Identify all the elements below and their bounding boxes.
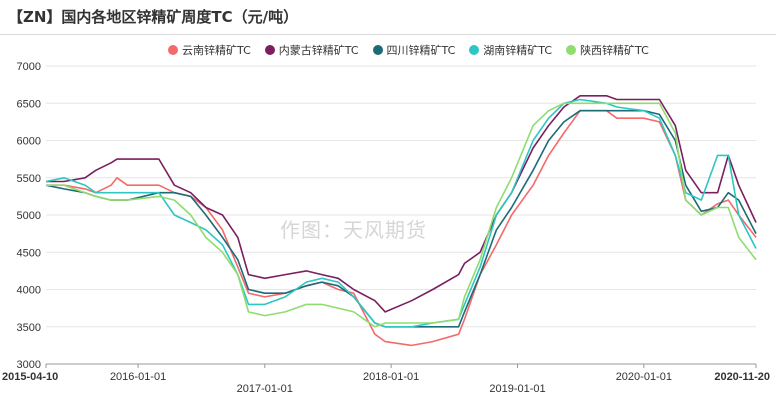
y-tick-label: 6500	[17, 98, 41, 110]
y-tick-label: 5500	[17, 173, 41, 185]
legend-item[interactable]: 内蒙古锌精矿TC	[264, 42, 359, 58]
legend-marker-icon	[372, 45, 383, 55]
x-tick-label: 2016-01-01	[110, 371, 166, 383]
chart-legend: 云南锌精矿TC 内蒙古锌精矿TC 四川锌精矿TC 湖南锌精矿TC 陕西锌精矿TC	[168, 42, 649, 58]
x-tick-label: 2015-04-10	[2, 371, 58, 383]
y-tick-label: 6000	[17, 136, 41, 148]
y-tick-label: 4000	[17, 285, 41, 297]
y-tick-label: 7000	[17, 61, 41, 73]
y-tick-label: 5000	[17, 210, 41, 222]
x-tick-label: 2020-01-01	[616, 371, 672, 383]
series-line	[46, 109, 757, 347]
legend-marker-icon	[566, 45, 577, 55]
y-tick-label: 4500	[17, 247, 41, 259]
legend-item[interactable]: 四川锌精矿TC	[372, 42, 456, 58]
y-tick-label: 3000	[17, 359, 41, 371]
title-divider	[0, 34, 776, 35]
watermark: 作图：天风期货	[280, 218, 427, 242]
legend-item[interactable]: 湖南锌精矿TC	[469, 42, 552, 58]
legend-label: 云南锌精矿TC	[182, 44, 251, 57]
legend-label: 四川锌精矿TC	[386, 44, 456, 57]
x-tick-label: 2019-01-01	[489, 383, 545, 395]
x-tick-label: 2018-01-01	[363, 371, 419, 383]
legend-marker-icon	[168, 45, 178, 55]
legend-label: 陕西锌精矿TC	[580, 44, 649, 57]
legend-marker-icon	[264, 45, 275, 55]
series-line	[46, 95, 757, 313]
chart-title: 【ZN】国内各地区锌精矿周度TC（元/吨）	[8, 8, 299, 26]
legend-label: 内蒙古锌精矿TC	[278, 44, 359, 57]
series-line	[46, 102, 757, 328]
x-tick-label: 2020-11-20	[714, 371, 770, 383]
legend-item[interactable]: 陕西锌精矿TC	[566, 42, 649, 58]
legend-label: 湖南锌精矿TC	[483, 44, 553, 57]
x-tick-label: 2017-01-01	[237, 383, 293, 395]
legend-marker-icon	[469, 45, 480, 55]
legend-item[interactable]: 云南锌精矿TC	[168, 42, 251, 58]
y-tick-label: 3500	[17, 322, 41, 334]
